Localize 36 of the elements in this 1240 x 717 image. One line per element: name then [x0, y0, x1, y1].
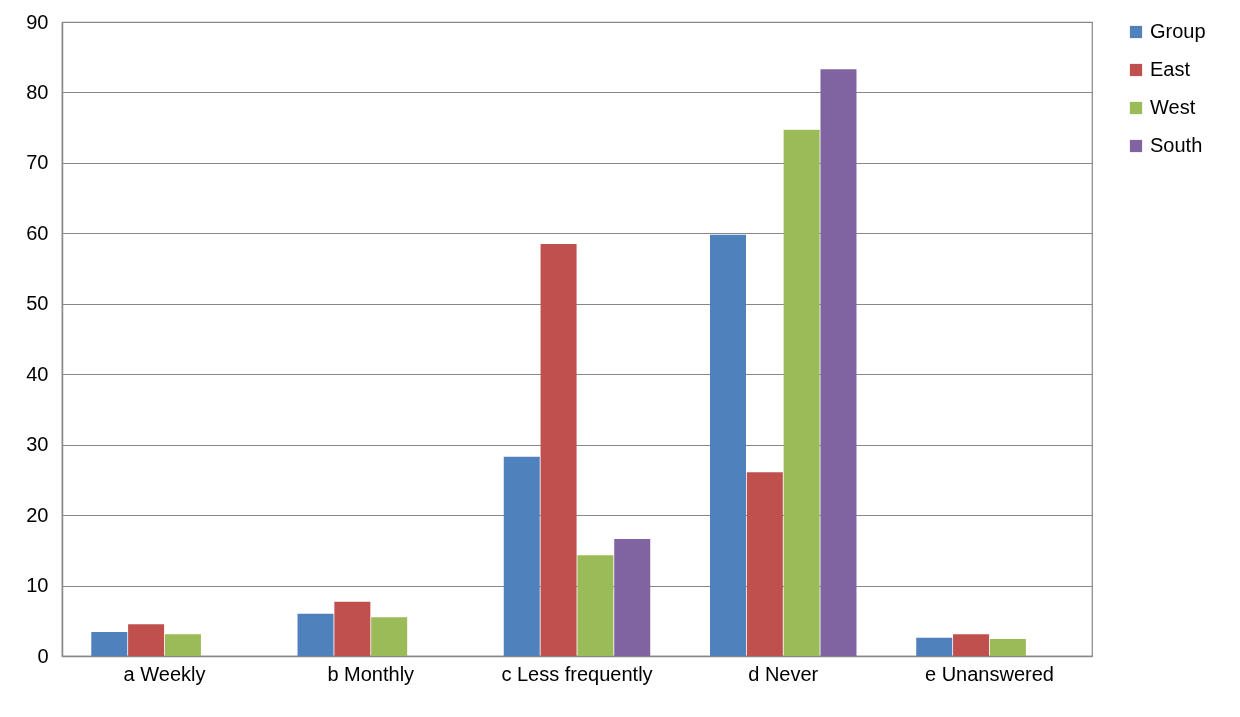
x-tick-label: d Never [748, 662, 819, 685]
legend-label: West [1150, 96, 1196, 118]
y-tick-label: 60 [26, 221, 49, 244]
bar [371, 617, 408, 656]
y-tick-label: 90 [26, 10, 49, 33]
bar [820, 69, 857, 656]
bar [128, 624, 165, 656]
x-tick-label: b Monthly [327, 662, 415, 685]
x-tick-label: c Less frequently [501, 662, 653, 685]
bar [164, 634, 201, 656]
bar [709, 234, 746, 656]
bar [916, 637, 953, 656]
legend-label: East [1150, 58, 1191, 80]
legend-label: South [1150, 134, 1203, 156]
bar [577, 555, 614, 656]
y-tick-label: 70 [26, 151, 49, 174]
y-tick-label: 0 [37, 644, 49, 667]
bar [614, 539, 651, 656]
legend-label: Group [1150, 20, 1206, 42]
bar [746, 472, 783, 656]
y-tick-label: 10 [26, 574, 49, 597]
x-tick-label: a Weekly [123, 662, 206, 685]
y-tick-label: 80 [26, 80, 49, 103]
bar [540, 243, 577, 656]
y-tick-label: 50 [26, 292, 49, 315]
bar [334, 601, 371, 656]
bar [989, 639, 1026, 656]
bar [91, 632, 128, 656]
x-tick-label: e Unanswered [924, 662, 1054, 685]
y-tick-label: 20 [26, 503, 49, 526]
bar [783, 129, 820, 656]
y-tick-label: 30 [26, 433, 49, 456]
y-tick-label: 40 [26, 362, 49, 385]
bar [503, 456, 540, 656]
bar [953, 634, 990, 656]
bar [297, 613, 334, 656]
